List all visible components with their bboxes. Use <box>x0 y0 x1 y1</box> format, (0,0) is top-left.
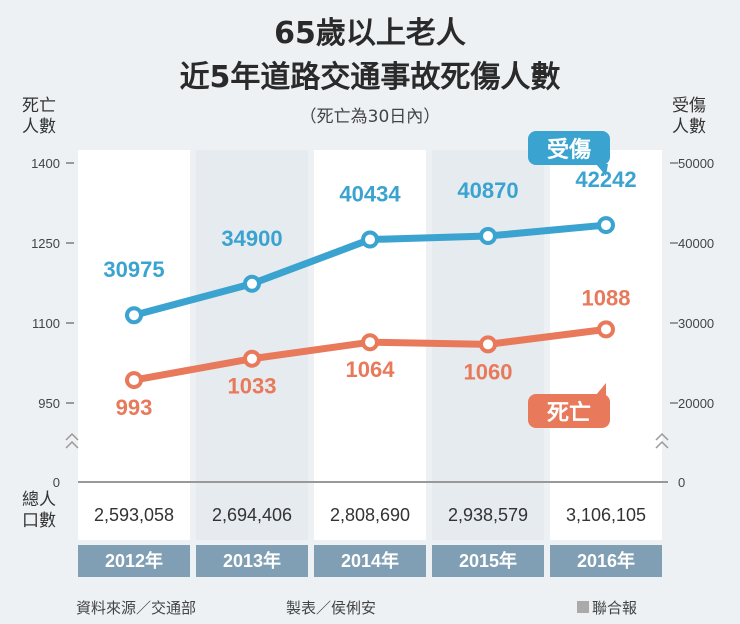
data-label: 40434 <box>339 182 401 207</box>
left-tick-label: 0 <box>53 475 60 490</box>
right-tick-label: 0 <box>678 475 685 490</box>
right-tick-label: 50000 <box>678 156 714 171</box>
chart-title: 65歲以上老人 <box>274 16 466 51</box>
left-axis-label: 死亡人數 <box>22 96 56 137</box>
column-bg <box>196 150 308 540</box>
brand-square-icon <box>577 601 589 613</box>
data-label: 30975 <box>103 257 164 282</box>
population-value: 2,808,690 <box>329 505 411 525</box>
legend-bubble <box>528 131 610 165</box>
legend-label: 受傷 <box>547 137 591 163</box>
right-tick-label: 40000 <box>678 236 714 251</box>
column-bg <box>550 150 662 540</box>
left-tick-label: 950 <box>38 396 60 411</box>
chart-subtitle: 近5年道路交通事故死傷人數 <box>179 60 561 95</box>
left-tick-label: 1400 <box>31 156 60 171</box>
data-point <box>243 274 261 293</box>
population-value: 2,694,406 <box>211 505 293 525</box>
legend-label: 死亡 <box>547 400 591 426</box>
data-label: 40870 <box>457 178 518 203</box>
right-tick-label: 20000 <box>678 396 714 411</box>
population-value: 2,938,579 <box>447 505 529 525</box>
data-point <box>361 230 379 249</box>
data-label: 1033 <box>228 374 277 399</box>
data-label: 993 <box>116 395 153 420</box>
data-point <box>125 371 143 390</box>
data-point <box>479 335 497 354</box>
data-label: 1060 <box>464 359 513 384</box>
data-point <box>125 306 143 325</box>
population-value: 2,593,058 <box>93 505 175 525</box>
year-label: 2016年 <box>550 545 662 577</box>
column-bg <box>78 150 190 540</box>
source-text: 資料來源／交通部 <box>76 599 197 617</box>
data-point <box>361 333 379 352</box>
year-label: 2014年 <box>314 545 426 577</box>
chart-note: （死亡為30日內） <box>299 107 441 127</box>
bubble-tail <box>596 383 606 395</box>
right-tick-label: 30000 <box>678 316 714 331</box>
data-point <box>479 227 497 246</box>
data-label: 34900 <box>221 226 282 251</box>
year-label: 2012年 <box>78 545 190 577</box>
brand-text: 聯合報 <box>592 599 638 617</box>
axis-break-icon <box>65 432 79 449</box>
data-point <box>597 216 615 235</box>
year-label: 2015年 <box>432 545 544 577</box>
axis-break-icon <box>655 432 669 449</box>
legend-bubble <box>528 394 610 428</box>
data-label: 1064 <box>346 357 396 382</box>
left-tick-label: 1100 <box>32 316 60 331</box>
year-label: 2013年 <box>196 545 308 577</box>
population-value: 3,106,105 <box>565 505 647 525</box>
data-label: 1088 <box>582 285 631 310</box>
right-axis-label: 受傷人數 <box>672 96 706 137</box>
population-label: 總人口數 <box>22 490 56 531</box>
bubble-tail <box>596 164 608 176</box>
maker-text: 製表／侯俐安 <box>286 599 377 617</box>
data-point <box>597 320 615 339</box>
left-tick-label: 1250 <box>31 236 60 251</box>
data-point <box>243 349 261 368</box>
